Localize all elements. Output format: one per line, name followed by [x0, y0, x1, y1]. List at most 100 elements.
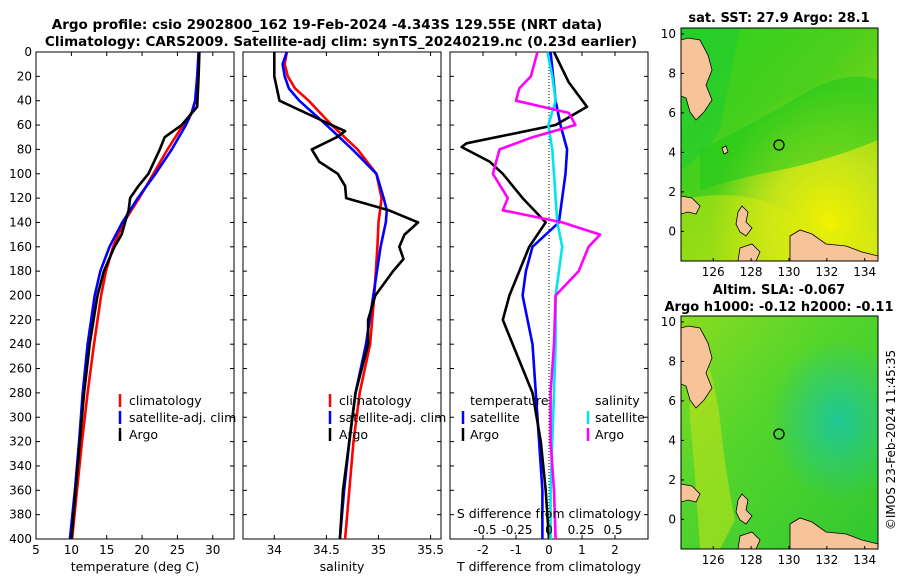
x-tick-label: -2 [477, 543, 489, 557]
s-tick-label: 0.25 [568, 523, 595, 537]
map-y-tick-label: 0 [668, 512, 676, 526]
map-y-tick-label: 4 [668, 433, 676, 447]
series-line-argo [272, 52, 420, 540]
map-x-tick-label: 126 [702, 553, 725, 567]
map-y-tick-label: 10 [661, 315, 676, 329]
depth-tick-label: 40 [17, 94, 32, 108]
x-tick-label: 34.5 [313, 543, 340, 557]
legend-label-sal-satellite: satellite [595, 410, 645, 425]
depth-tick-label: 360 [9, 483, 32, 497]
depth-tick-label: 380 [9, 508, 32, 522]
s-difference-label: S difference from climatology [457, 506, 642, 521]
map-x-tick-label: 134 [853, 265, 876, 279]
sst-map-title: sat. SST: 27.9 Argo: 28.1 [688, 11, 869, 26]
map-y-tick-label: 4 [668, 145, 676, 159]
legend-label-climatology: climatology [339, 393, 412, 408]
depth-tick-label: 20 [17, 69, 32, 83]
sla-map-tick-labels: 126 128 130 132 134 0 2 4 6 8 10 [661, 315, 876, 567]
x-tick-label: 0 [545, 543, 553, 557]
header-title-line1: Argo profile: csio 2902800_162 19-Feb-20… [52, 17, 602, 33]
depth-tick-label: 0 [24, 45, 32, 59]
difference-tick-labels: -2 -1 0 1 2 [477, 52, 619, 557]
legend-label-argo: Argo [339, 427, 368, 442]
land-papua [789, 229, 878, 261]
salinity-xlabel: salinity [320, 559, 365, 574]
map-x-tick-label: 126 [702, 265, 725, 279]
s-tick-label: 0 [545, 523, 553, 537]
map-x-tick-label: 130 [778, 265, 801, 279]
salinity-legend: climatology satellite-adj. clim Argo [328, 393, 446, 442]
depth-tick-label: 220 [9, 313, 32, 327]
map-y-tick-label: 8 [668, 66, 676, 80]
salinity-axes-frame [242, 51, 442, 540]
map-x-tick-label: 128 [740, 265, 763, 279]
x-tick-label: 15 [99, 543, 114, 557]
legend-title-salinity: salinity [595, 393, 640, 408]
legend-label-temp-satellite: satellite [470, 410, 520, 425]
temperature-axes-frame [35, 51, 235, 540]
sla-map-panel: Altim. SLA: -0.067 Argo h1000: -0.12 h20… [661, 283, 894, 567]
depth-tick-label: 60 [17, 118, 32, 132]
land-bottom-islands [737, 531, 761, 549]
land-sulawesi [681, 195, 701, 215]
sst-argo-marker [773, 139, 785, 151]
sst-cool-band [700, 76, 878, 190]
salinity-depth-ticks [243, 51, 441, 540]
legend-label-satellite: satellite-adj. clim [339, 410, 446, 425]
credit-timestamp: ©IMOS 23-Feb-2024 11:45:35 [884, 350, 898, 530]
depth-tick-label: 260 [9, 362, 32, 376]
legend-label-temp-argo: Argo [470, 427, 499, 442]
depth-tick-labels: 0 20 40 60 80 100 120 140 160 180 200 220 240 260 280 3… [9, 45, 234, 546]
depth-tick-label: 300 [9, 410, 32, 424]
difference-depth-ticks [450, 51, 648, 540]
s-tick-label: -0.5 [473, 523, 496, 537]
depth-tick-label: 140 [9, 215, 32, 229]
depth-tick-label: 400 [9, 532, 32, 546]
depth-tick-label: 280 [9, 386, 32, 400]
map-x-tick-label: 130 [778, 553, 801, 567]
depth-tick-label: 240 [9, 337, 32, 351]
difference-panel: -2 -1 0 1 2 T difference from climatology S … [449, 51, 649, 574]
x-tick-label: -1 [510, 543, 522, 557]
sst-map-frame [680, 27, 879, 262]
sla-map-subtitle: Argo h1000: -0.12 h2000: -0.11 [664, 300, 893, 315]
series-line-satellite-adj-clim [68, 51, 200, 540]
sla-map-frame [680, 315, 879, 550]
sla-map-title: Altim. SLA: -0.067 [713, 283, 845, 298]
salinity-lines [272, 51, 420, 540]
s-difference-tick-labels: -0.5 -0.25 0 0.25 0.5 [473, 523, 622, 537]
map-x-tick-label: 132 [815, 265, 838, 279]
land-small-island [721, 145, 729, 155]
temperature-xlabel: temperature (deg C) [71, 559, 200, 574]
depth-tick-label: 120 [9, 191, 32, 205]
x-tick-label: 2 [611, 543, 619, 557]
depth-tick-label: 320 [9, 435, 32, 449]
map-y-tick-label: 0 [668, 224, 676, 238]
legend-label-climatology: climatology [129, 393, 202, 408]
temperature-lines [68, 51, 201, 540]
depth-tick-label: 160 [9, 240, 32, 254]
header-title-line2: Climatology: CARS2009. Satellite-adj cli… [45, 34, 637, 50]
x-tick-label: 1 [578, 543, 586, 557]
series-line-salinity-argo [491, 51, 602, 540]
map-y-tick-label: 2 [668, 473, 676, 487]
land-halmahera [735, 205, 753, 237]
s-tick-label: 0.5 [603, 523, 622, 537]
map-y-tick-label: 10 [661, 27, 676, 41]
temperature-legend: climatology satellite-adj. clim Argo [118, 393, 236, 442]
difference-lines [460, 51, 602, 540]
depth-tick-label: 200 [9, 289, 32, 303]
x-tick-label: 10 [64, 543, 79, 557]
series-line-argo [70, 51, 201, 540]
legend-label-argo: Argo [129, 427, 158, 442]
legend-title-temperature: temperature [470, 393, 549, 408]
s-tick-label: -0.25 [501, 523, 532, 537]
map-y-tick-label: 2 [668, 185, 676, 199]
map-x-tick-label: 134 [853, 553, 876, 567]
series-line-temperature-argo [460, 51, 589, 540]
salinity-panel: 34 34.5 35 35.5 salinity climatology satell… [242, 51, 446, 574]
land-halmahera [735, 493, 753, 525]
temperature-panel: 0 20 40 60 80 100 120 140 160 180 200 220 240 260 280 3… [9, 45, 236, 574]
temperature-diff-legend: temperature satellite Argo [461, 393, 549, 442]
